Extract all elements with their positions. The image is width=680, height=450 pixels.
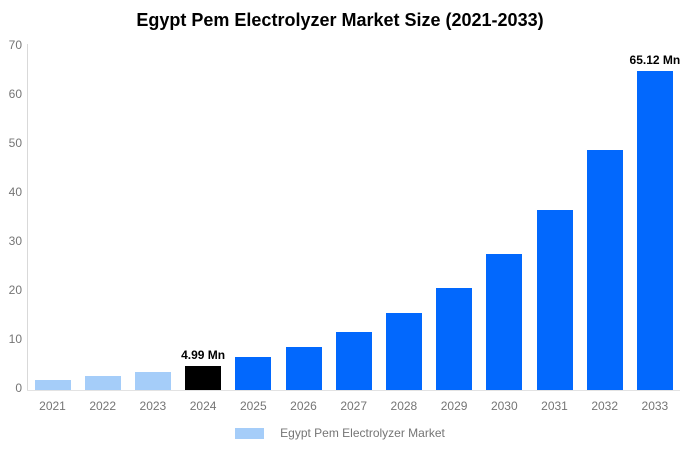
- y-tick-label: 30: [8, 234, 22, 248]
- bar-2031[interactable]: [536, 210, 573, 390]
- x-tick-label-2022: 2022: [89, 399, 117, 413]
- y-tick-label: 10: [8, 332, 22, 346]
- y-axis-line: [27, 44, 28, 390]
- y-tick-label: 50: [8, 136, 22, 150]
- x-tick-label-2021: 2021: [39, 399, 66, 413]
- x-tick-label-2025: 2025: [239, 399, 267, 413]
- bar-2025[interactable]: [235, 357, 272, 390]
- x-tick-label-2023: 2023: [139, 399, 167, 413]
- x-tick-label-2031: 2031: [541, 399, 568, 413]
- bar-2023[interactable]: [134, 372, 171, 390]
- bar-annotation-2033: 65.12 Mn: [629, 53, 680, 67]
- bar-2022[interactable]: [84, 376, 121, 390]
- x-axis-baseline: [27, 390, 680, 391]
- x-tick-label-2032: 2032: [591, 399, 619, 413]
- x-tick-label-2033: 2033: [641, 399, 669, 413]
- chart-title: Egypt Pem Electrolyzer Market Size (2021…: [136, 10, 544, 30]
- legend-label: Egypt Pem Electrolyzer Market: [280, 426, 445, 440]
- y-tick-label: 40: [8, 185, 22, 199]
- x-tick-label-2028: 2028: [390, 399, 418, 413]
- bar-2029[interactable]: [436, 288, 473, 390]
- y-tick-label: 0: [15, 381, 22, 395]
- y-tick-label: 20: [8, 283, 22, 297]
- bar-2021[interactable]: [34, 380, 71, 390]
- x-tick-label-2030: 2030: [490, 399, 518, 413]
- bar-2032[interactable]: [586, 150, 623, 390]
- y-tick-label: 70: [8, 38, 22, 52]
- x-tick-label-2026: 2026: [290, 399, 317, 413]
- y-tick-label: 60: [8, 87, 22, 101]
- bar-2028[interactable]: [385, 313, 422, 390]
- legend-swatch: [235, 427, 265, 439]
- x-tick-label-2029: 2029: [440, 399, 468, 413]
- bar-2033[interactable]: [636, 71, 673, 390]
- x-tick-label-2024: 2024: [189, 399, 217, 413]
- bar-2024[interactable]: [185, 366, 222, 390]
- bar-annotation-2024: 4.99 Mn: [181, 348, 226, 362]
- bar-2026[interactable]: [285, 347, 322, 390]
- bar-2027[interactable]: [335, 332, 372, 390]
- x-tick-label-2027: 2027: [340, 399, 368, 413]
- legend-item[interactable]: Egypt Pem Electrolyzer Market: [0, 424, 680, 442]
- bar-2030[interactable]: [486, 254, 523, 390]
